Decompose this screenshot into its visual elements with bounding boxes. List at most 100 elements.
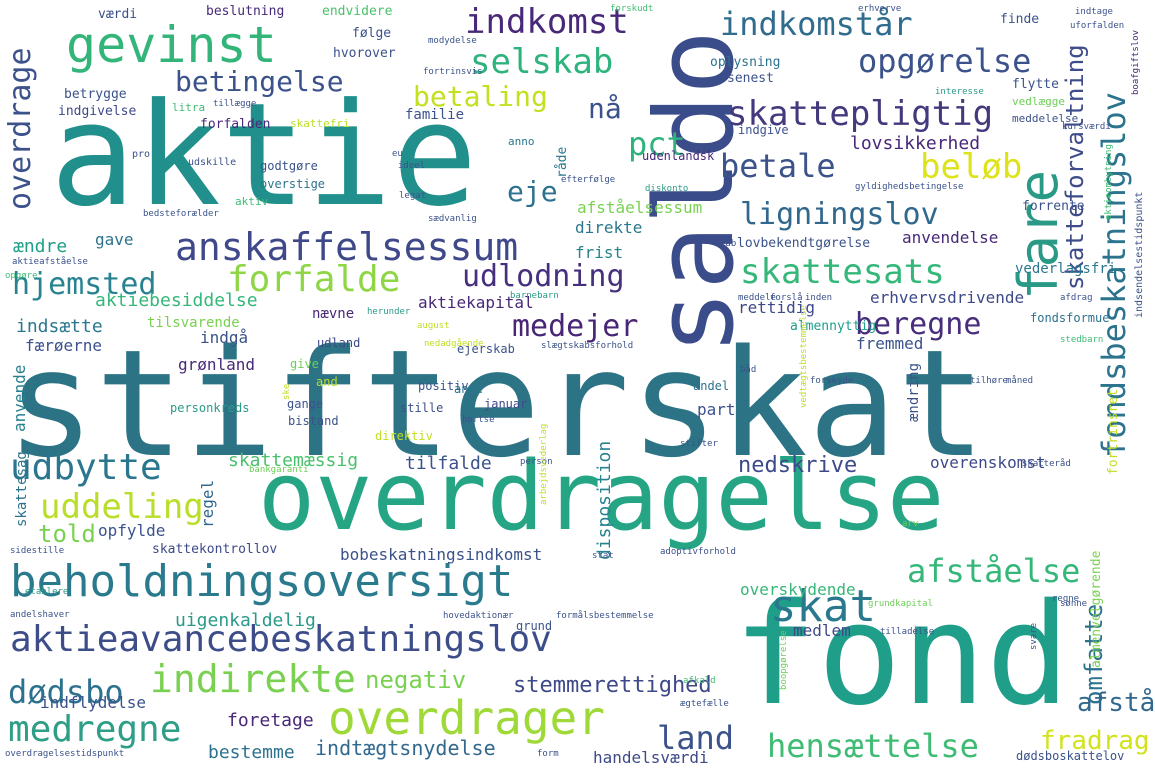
word: boopgørelse	[779, 630, 789, 690]
word: legat	[399, 191, 427, 201]
word: erhvervsdrivende	[870, 288, 1025, 307]
word: modydelse	[428, 36, 477, 46]
word: sønne	[1060, 599, 1088, 609]
word: fond	[733, 574, 1071, 737]
word: fortrinsret	[1106, 388, 1121, 475]
word: overdragelse	[258, 442, 945, 552]
word: afståelse	[907, 552, 1081, 590]
word: skattekontrollov	[152, 542, 278, 557]
word: nå	[588, 92, 622, 125]
word: medregne	[8, 709, 182, 750]
word: overskydende	[740, 580, 856, 599]
word: sidestille	[10, 546, 65, 556]
word: indkomst	[465, 2, 629, 42]
word: herunder	[367, 307, 411, 317]
word: told	[38, 520, 96, 548]
word: sædvanlig	[428, 214, 477, 224]
word: almennyttig	[790, 319, 877, 334]
word: opgørelse	[858, 42, 1032, 80]
word: formålsbestemmelse	[556, 611, 654, 621]
word: frist	[575, 243, 624, 262]
word: direktiv	[375, 429, 433, 443]
word: gave	[95, 230, 134, 249]
word: endvidere	[322, 4, 393, 19]
word: meddelelse	[1012, 112, 1079, 125]
word: aktiv	[235, 195, 269, 208]
word: måned	[1006, 376, 1034, 386]
word: pro	[132, 149, 151, 160]
word: skattepligtig	[727, 94, 994, 134]
word: kursværdi	[1062, 122, 1111, 132]
word: stille	[400, 401, 444, 415]
word: personkreds	[170, 401, 250, 415]
word: anno	[508, 135, 535, 148]
word: udenlandsk	[642, 149, 715, 163]
word: direkte	[575, 218, 643, 237]
word: indsendelsestidspunkt	[1134, 191, 1145, 318]
word: regne	[1052, 594, 1080, 604]
word: disposition	[594, 440, 615, 560]
word: indgivelse	[58, 104, 137, 119]
word: fare	[1007, 169, 1070, 300]
word: stat	[592, 551, 614, 561]
word: ægtefælle	[680, 699, 729, 709]
word: pct	[628, 125, 686, 163]
word: overenskomst	[930, 453, 1046, 472]
word: aktie	[50, 73, 478, 238]
word: ejerskab	[457, 342, 515, 356]
word: form	[537, 749, 559, 759]
word: afståelsessum	[577, 198, 703, 217]
word: andel	[693, 379, 730, 393]
word: forskudt	[610, 4, 654, 14]
word: afstå	[1077, 688, 1155, 718]
word: betrygge	[64, 87, 127, 102]
word: afkald	[683, 676, 716, 686]
word: råde	[555, 146, 570, 178]
word: ske	[282, 383, 292, 400]
word: forrente	[1022, 199, 1085, 214]
word: foretage	[227, 710, 314, 731]
word: dødsboskattelov	[1016, 749, 1125, 763]
word: give	[290, 357, 319, 371]
word: boafgiftslov	[1131, 29, 1141, 95]
word: land	[657, 719, 735, 757]
word: overdrage	[3, 47, 38, 210]
word: indirekte	[150, 657, 356, 701]
word: uigenkaldelig	[175, 610, 316, 631]
word: ligningslov	[740, 197, 939, 232]
word: fremmed	[856, 334, 924, 353]
word: gyldighedsbetingelse	[855, 182, 964, 192]
word: betaling	[413, 80, 548, 113]
word: beløb	[920, 147, 1023, 187]
word: tillægge	[213, 99, 257, 109]
word: person	[520, 457, 553, 467]
word: august	[417, 321, 450, 331]
word: diskonto	[645, 184, 689, 194]
word: barnebarn	[510, 291, 559, 301]
word: overdragelsestidspunkt	[5, 749, 125, 759]
word: tilsvarende	[147, 315, 240, 331]
word: aktieafståelse	[12, 257, 88, 267]
word: svare	[1029, 622, 1039, 650]
word: slægtskabsforhold	[541, 341, 634, 351]
word: hjemsted	[12, 267, 157, 302]
word: nedskrive	[738, 453, 858, 478]
word: beholdningsoversigt	[10, 556, 514, 607]
word: skatteforvaltning	[1061, 44, 1089, 290]
word: indflydelse	[40, 693, 146, 712]
word: dødsbo	[8, 673, 124, 711]
word: handelsværdi	[593, 748, 709, 767]
word: arbejdsvederlag	[539, 423, 549, 505]
word: forfalde	[227, 259, 401, 300]
word: bistand	[288, 414, 339, 428]
word: eje	[507, 175, 558, 208]
word: aktiebesiddelse	[95, 290, 258, 311]
word: anvendelse	[902, 228, 999, 247]
word: tab	[720, 239, 737, 249]
word: vedtægtsbestemmelse	[799, 305, 809, 408]
word: godtgøre	[260, 159, 318, 173]
word: hovedaktionær	[443, 611, 514, 621]
word: udland	[317, 336, 361, 350]
word: grundkapital	[868, 599, 934, 609]
word: overstige	[260, 177, 326, 191]
